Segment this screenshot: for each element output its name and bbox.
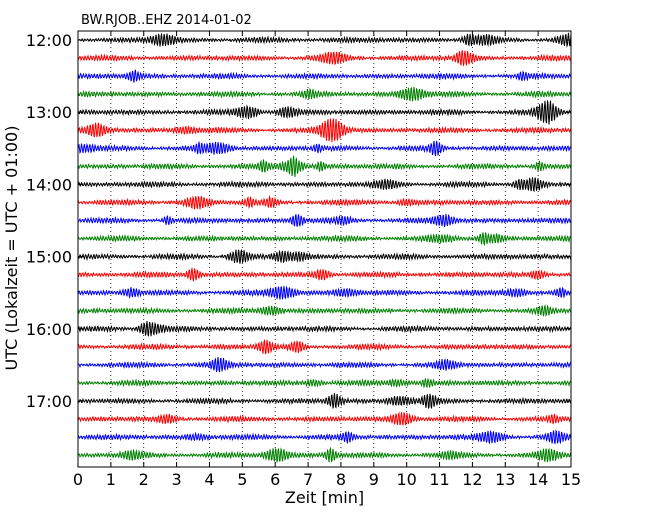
seismic-trace	[77, 100, 572, 125]
seismic-trace	[77, 303, 572, 318]
x-tick-label: 0	[73, 470, 83, 489]
seismic-trace	[77, 213, 572, 228]
x-tick-label: 5	[237, 470, 247, 489]
seismic-trace	[77, 32, 572, 48]
x-tick-label: 11	[429, 470, 449, 489]
x-tick-label: 2	[139, 470, 149, 489]
y-tick-label: 17:00	[26, 392, 72, 411]
x-tick-label: 8	[336, 470, 346, 489]
x-tick-label: 9	[369, 470, 379, 489]
x-tick-label: 12	[462, 470, 482, 489]
plot-area	[78, 31, 571, 467]
x-tick-label: 13	[495, 470, 515, 489]
x-tick-label: 14	[528, 470, 548, 489]
y-tick-label: 12:00	[26, 31, 72, 50]
y-axis: 12:00 13:00 14:00 15:00 16:00 17:00	[26, 31, 571, 411]
seismic-trace	[77, 285, 572, 300]
x-tick-label: 15	[561, 470, 581, 489]
seismic-trace	[77, 446, 572, 463]
y-tick-label: 13:00	[26, 103, 72, 122]
x-axis: 0 1 2 3 4 5 6 7 8 9 10 11 12 13 14 15	[73, 31, 581, 489]
seismic-trace	[77, 393, 572, 410]
seismic-trace	[77, 194, 572, 210]
seismic-trace	[77, 118, 572, 143]
seismic-trace	[77, 140, 572, 157]
seismic-trace	[77, 177, 572, 193]
seismic-trace	[77, 267, 572, 282]
seismic-trace	[77, 50, 572, 67]
seismic-trace	[77, 320, 572, 337]
seismic-trace	[77, 155, 572, 178]
seismic-trace	[77, 338, 572, 355]
seismic-trace	[77, 248, 572, 264]
seismic-trace	[77, 411, 572, 426]
seismic-trace	[77, 86, 572, 102]
seismic-trace	[77, 429, 572, 445]
x-tick-label: 6	[270, 470, 280, 489]
trace-group	[77, 32, 572, 463]
seismic-trace	[77, 232, 572, 247]
x-tick-label: 4	[204, 470, 214, 489]
y-tick-label: 14:00	[26, 175, 72, 194]
seismic-trace	[77, 69, 572, 83]
plot-frame	[77, 30, 572, 468]
chart-title: BW.RJOB..EHZ 2014-01-02	[81, 13, 252, 28]
seismic-trace	[77, 356, 572, 373]
x-axis-label: Zeit [min]	[285, 488, 364, 507]
y-tick-label: 16:00	[26, 320, 72, 339]
seismic-trace	[77, 377, 572, 389]
y-axis-label: UTC (Lokalzeit = UTC + 01:00)	[2, 126, 21, 371]
grid-lines	[110, 31, 539, 467]
x-tick-label: 1	[106, 470, 116, 489]
x-tick-label: 10	[396, 470, 416, 489]
y-tick-label: 15:00	[26, 248, 72, 267]
x-tick-label: 3	[172, 470, 182, 489]
x-tick-label: 7	[303, 470, 313, 489]
